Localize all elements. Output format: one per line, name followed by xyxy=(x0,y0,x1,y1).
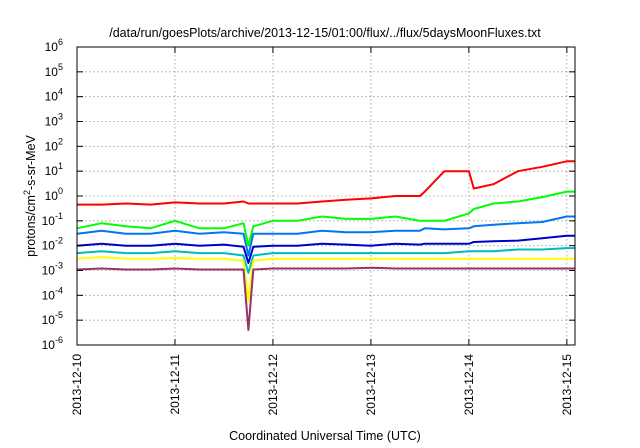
y-tick-exponent: 1 xyxy=(58,161,63,171)
y-tick-base: 10 xyxy=(42,313,56,327)
y-tick-exponent: 6 xyxy=(58,37,63,47)
y-tick-base: 10 xyxy=(42,214,56,228)
y-tick-label: 106 xyxy=(45,37,63,54)
y-tick-base: 10 xyxy=(45,164,59,178)
y-tick-base: 10 xyxy=(42,338,56,352)
y-tick-label: 105 xyxy=(45,62,63,79)
series-line-1 xyxy=(77,160,575,206)
y-tick-exponent: 5 xyxy=(58,62,63,72)
chart-title: /data/run/goesPlots/archive/2013-12-15/0… xyxy=(109,26,541,40)
y-tick-exponent: 4 xyxy=(58,87,63,97)
grid xyxy=(77,47,575,345)
y-tick-exponent: -4 xyxy=(55,285,63,295)
series-line-2 xyxy=(76,190,575,247)
y-axis-label-sup: 2 xyxy=(22,190,32,195)
tick-marks xyxy=(76,46,575,346)
x-tick-label: 2013-12-12 xyxy=(266,354,280,416)
y-tick-base: 10 xyxy=(42,239,56,253)
y-tick-base: 10 xyxy=(42,288,56,302)
y-tick-label: 100 xyxy=(45,186,63,203)
series-line-4 xyxy=(76,234,575,264)
y-tick-exponent: -5 xyxy=(55,310,63,320)
y-tick-label: 10-4 xyxy=(42,285,63,302)
x-tick-label: 2013-12-10 xyxy=(70,354,84,416)
y-tick-base: 10 xyxy=(42,264,56,278)
y-tick-exponent: -3 xyxy=(55,261,63,271)
series-line-5 xyxy=(76,247,575,274)
y-tick-label: 10-1 xyxy=(42,211,63,228)
series-group xyxy=(76,160,575,331)
y-tick-label: 10-5 xyxy=(42,310,63,327)
y-tick-base: 10 xyxy=(45,189,59,203)
y-tick-labels: 10-610-510-410-310-210-11001011021031041… xyxy=(42,37,63,352)
y-tick-label: 102 xyxy=(45,136,63,153)
y-tick-base: 10 xyxy=(45,139,59,153)
y-tick-exponent: 2 xyxy=(58,136,63,146)
y-tick-exponent: -6 xyxy=(55,335,63,345)
series-line-6 xyxy=(76,256,575,302)
y-axis-label-rest: -s-sr-MeV xyxy=(24,134,38,190)
y-tick-label: 10-6 xyxy=(42,335,63,352)
y-tick-base: 10 xyxy=(45,115,59,129)
x-axis-label: Coordinated Universal Time (UTC) xyxy=(229,429,421,443)
x-tick-label: 2013-12-11 xyxy=(168,354,182,415)
x-tick-label: 2013-12-13 xyxy=(364,354,378,416)
y-tick-exponent: 0 xyxy=(58,186,63,196)
y-tick-label: 104 xyxy=(45,87,63,104)
y-tick-exponent: -2 xyxy=(55,236,63,246)
x-tick-labels: 2013-12-10 2013-12-11 2013-12-12 2013-12-13… xyxy=(70,354,574,416)
x-tick-label: 2013-12-15 xyxy=(560,354,574,416)
y-axis-label-base: protons/cm xyxy=(24,195,38,257)
series-line-7 xyxy=(76,266,575,331)
y-tick-base: 10 xyxy=(45,65,59,79)
y-axis-label: protons/cm2-s-sr-MeV xyxy=(22,134,38,256)
y-tick-label: 101 xyxy=(45,161,63,178)
y-tick-label: 10-2 xyxy=(42,236,63,253)
series-line-3 xyxy=(76,215,575,257)
y-tick-base: 10 xyxy=(45,40,59,54)
x-tick-label: 2013-12-14 xyxy=(462,354,476,416)
y-tick-label: 10-3 xyxy=(42,261,63,278)
y-tick-exponent: 3 xyxy=(58,112,63,122)
y-tick-label: 103 xyxy=(45,112,63,129)
y-tick-base: 10 xyxy=(45,90,59,104)
y-tick-exponent: -1 xyxy=(55,211,63,221)
